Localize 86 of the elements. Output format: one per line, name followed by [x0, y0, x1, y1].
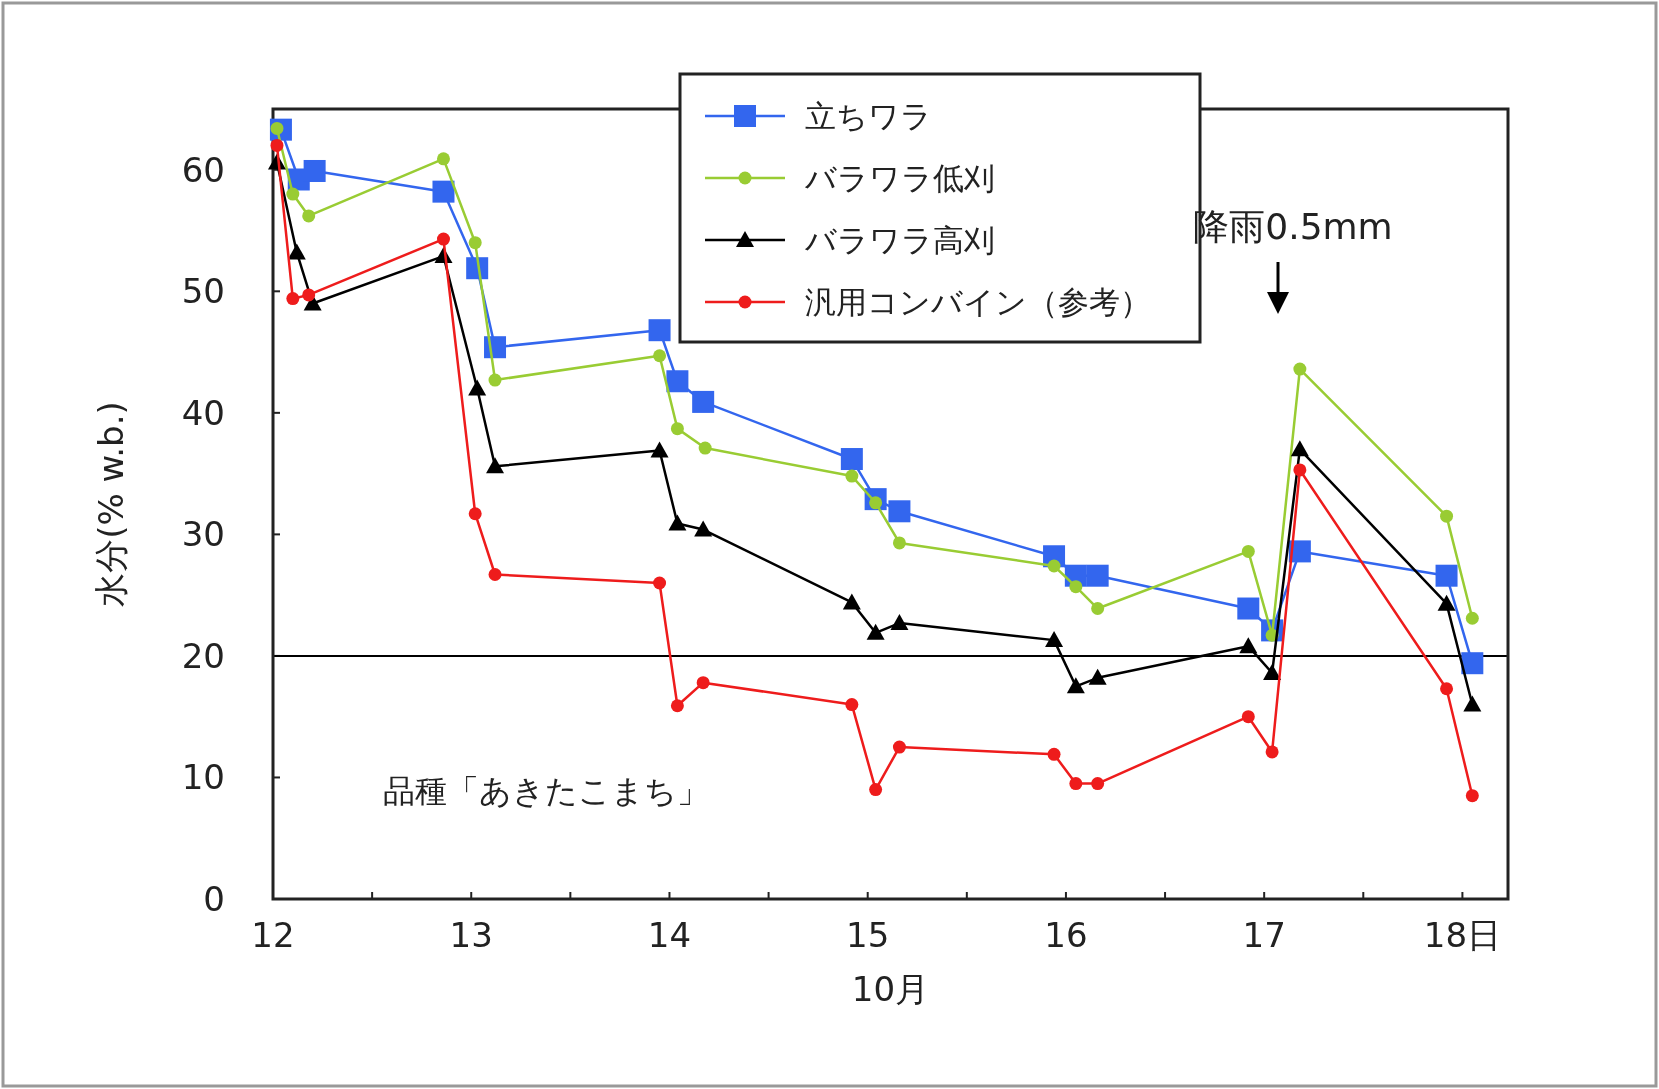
point [653, 576, 667, 590]
point [670, 699, 684, 713]
point [436, 152, 450, 166]
x-axis-title: 10月 [851, 969, 930, 1009]
y-tick-label: 50 [181, 271, 225, 312]
point [1086, 564, 1109, 587]
point [1293, 463, 1307, 477]
point [845, 698, 859, 712]
point [1239, 637, 1258, 654]
point [668, 514, 687, 531]
point [1265, 745, 1279, 759]
point [1069, 777, 1083, 791]
point [468, 236, 482, 250]
point [694, 520, 713, 537]
point [670, 422, 684, 436]
point [468, 379, 487, 396]
point [286, 187, 300, 201]
point [692, 390, 715, 413]
x-tick-label: 18日 [1423, 915, 1502, 955]
point [1440, 682, 1454, 696]
y-tick-label: 60 [181, 149, 225, 190]
point [1047, 559, 1061, 573]
y-axis-title: 水分(% w.b.) [91, 401, 131, 607]
point [1066, 677, 1085, 694]
point [1461, 652, 1484, 675]
point [696, 676, 710, 690]
y-tick-label: 30 [181, 514, 225, 555]
point [845, 469, 859, 483]
point [866, 623, 885, 640]
point [303, 159, 326, 182]
point [432, 180, 455, 203]
legend-label: バラワラ高刈 [804, 222, 995, 258]
point [1463, 695, 1482, 712]
point [648, 319, 671, 342]
legend-label: 立ちワラ [805, 98, 932, 134]
point [869, 783, 883, 797]
point [840, 448, 863, 471]
point [1045, 631, 1064, 648]
point [1091, 777, 1105, 791]
point [1069, 580, 1083, 594]
x-tick-label: 14 [647, 915, 692, 955]
point [650, 441, 669, 458]
point [1241, 710, 1255, 724]
point [1241, 544, 1255, 558]
legend-label: バラワラ低刈 [804, 160, 995, 196]
x-tick-label: 16 [1044, 915, 1088, 955]
point [1047, 747, 1061, 761]
y-tick-label: 10 [181, 757, 225, 798]
point [842, 593, 861, 610]
point [890, 614, 909, 631]
x-tick-label: 12 [251, 915, 295, 955]
y-tick-label: 0 [203, 879, 225, 919]
point [302, 209, 316, 223]
x-tick-label: 13 [449, 915, 493, 955]
point [653, 349, 667, 363]
point [1091, 602, 1105, 616]
point [286, 292, 300, 306]
x-tick-label: 17 [1242, 915, 1286, 955]
point [488, 373, 502, 387]
point [270, 138, 284, 152]
point [666, 370, 689, 393]
point [888, 500, 911, 523]
point [468, 507, 482, 521]
y-tick-label: 40 [181, 392, 225, 433]
point [1088, 668, 1107, 685]
point [892, 740, 906, 754]
point [436, 232, 450, 246]
point [1437, 594, 1456, 611]
legend-label: 汎用コンバイン（参考） [805, 284, 1151, 320]
point [302, 288, 316, 302]
point [1465, 789, 1479, 803]
point [1290, 440, 1309, 457]
point [488, 567, 502, 581]
point [1465, 611, 1479, 625]
point [1293, 362, 1307, 376]
point [287, 243, 306, 260]
point [486, 457, 505, 474]
point [892, 536, 906, 550]
point [1237, 597, 1260, 620]
x-tick-label: 15 [846, 915, 890, 955]
point [1440, 509, 1454, 523]
point [1263, 663, 1282, 680]
y-tick-label: 20 [181, 635, 225, 676]
annotation: 品種「あきたこまち」 [383, 771, 709, 810]
point [698, 441, 712, 455]
point [1435, 564, 1458, 587]
